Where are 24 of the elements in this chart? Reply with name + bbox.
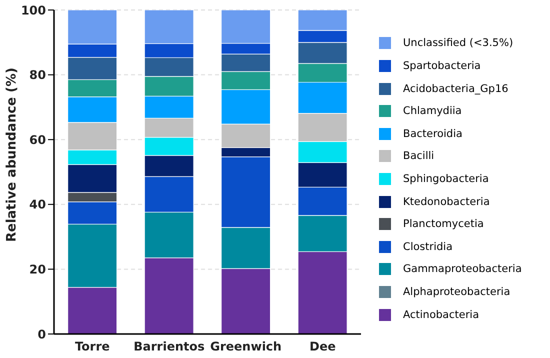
y-tick-label: 20: [29, 262, 46, 276]
legend-label: Sphingobacteria: [403, 173, 489, 185]
legend-label: Gammaproteobacteria: [403, 263, 522, 276]
x-tick-label: Dee: [310, 340, 336, 354]
x-tick-label: Barrientos: [134, 340, 205, 354]
x-tick-label: Torre: [74, 340, 110, 354]
legend-label: Acidobacteria_Gp16: [403, 82, 508, 95]
legend-label: Actinobacteria: [403, 308, 480, 321]
legend-label: Bacilli: [403, 150, 434, 162]
legend-label: Unclassified (<3.5%): [403, 37, 514, 50]
y-tick-label: 40: [29, 198, 46, 212]
legend-label: Alphaproteobacteria: [403, 286, 510, 298]
x-tick-label: Greenwich: [210, 340, 282, 354]
legend-label: Spartobacteria: [403, 60, 481, 72]
y-axis-title: Relative abundance (%): [4, 68, 20, 242]
legend-label: Planctomycetia: [403, 218, 484, 230]
y-tick-label: 100: [20, 3, 46, 18]
legend-label: Clostridia: [403, 240, 453, 253]
legend-label: Ktedonobacteria: [403, 196, 490, 208]
y-tick-label: 80: [29, 68, 46, 82]
legend-label: Chlamydiia: [403, 105, 462, 118]
y-tick-label: 0: [38, 327, 46, 342]
legend-label: Bacteroidia: [403, 128, 462, 140]
y-tick-label: 60: [29, 132, 46, 147]
